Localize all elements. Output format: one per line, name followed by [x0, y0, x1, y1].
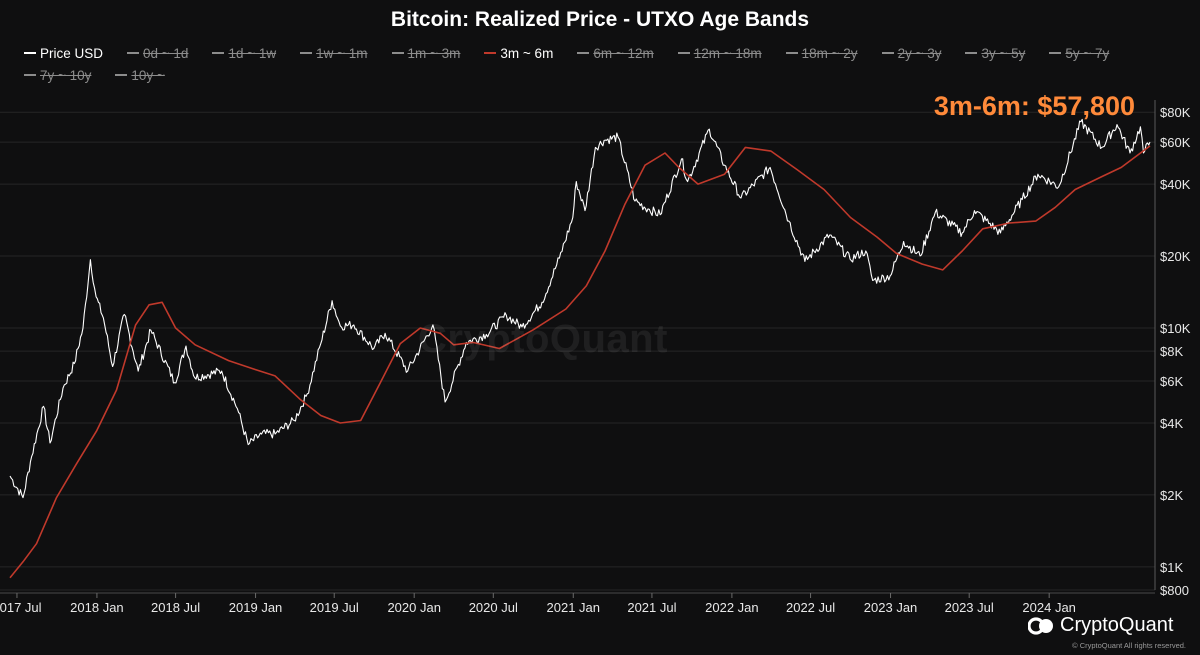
legend-label: 1m ~ 3m	[407, 45, 461, 61]
legend-item[interactable]: 1d ~ 1w	[212, 44, 276, 62]
series-layer	[9, 118, 1151, 579]
x-tick-label: 2023 Jul	[945, 600, 994, 615]
x-tick-label: 2023 Jan	[864, 600, 918, 615]
legend-swatch	[391, 52, 404, 54]
legend-item[interactable]: 12m ~ 18m	[677, 44, 762, 62]
grid-layer	[0, 111, 1155, 591]
legend-swatch	[115, 74, 128, 76]
legend-label: 2y ~ 3y	[897, 45, 942, 61]
x-tick-label: 2019 Jul	[310, 600, 359, 615]
x-tick-label: 2022 Jan	[705, 600, 759, 615]
band-3m-6m-line	[9, 145, 1151, 579]
x-tick-label: 2021 Jan	[547, 600, 601, 615]
legend-label: 10y ~	[131, 67, 165, 83]
x-tick-label: 2024 Jan	[1022, 600, 1076, 615]
legend-item[interactable]: Price USD	[24, 44, 103, 62]
y-tick-label: $60K	[1160, 135, 1191, 150]
x-tick-label: 2017 Jul	[0, 600, 42, 615]
value-annotation: 3m-6m: $57,800	[934, 91, 1135, 121]
y-tick-label: $8K	[1160, 344, 1183, 359]
legend-item[interactable]: 7y ~ 10y	[24, 66, 91, 84]
x-tick-label: 2020 Jul	[469, 600, 518, 615]
legend-label: 1w ~ 1m	[316, 45, 368, 61]
legend-item[interactable]: 10y ~	[115, 66, 165, 84]
legend-swatch	[577, 52, 590, 54]
legend-swatch	[965, 52, 978, 54]
legend-item[interactable]: 3y ~ 5y	[965, 44, 1025, 62]
legend-item[interactable]: 3m ~ 6m	[484, 44, 553, 62]
legend-label: 3y ~ 5y	[981, 45, 1026, 61]
x-tick-label: 2018 Jan	[70, 600, 124, 615]
legend-swatch	[881, 52, 894, 54]
y-tick-label: $6K	[1160, 374, 1183, 389]
y-tick-label: $2K	[1160, 488, 1183, 503]
legend-label: 6m ~ 12m	[593, 45, 654, 61]
legend-swatch	[677, 52, 690, 54]
brand-logo[interactable]: CryptoQuant	[1028, 614, 1173, 637]
axis-layer: $800 $1K $2K $4K $6K $8K $10K $20K $40K $60K $80K 2…	[0, 100, 1191, 615]
legend-label: 1d ~ 1w	[228, 45, 277, 61]
watermark: CryptoQuant	[418, 317, 668, 361]
cryptoquant-logo-icon	[1028, 616, 1053, 635]
x-tick-label: 2019 Jan	[229, 600, 283, 615]
y-tick-label: $1K	[1160, 560, 1183, 575]
chart-title: Bitcoin: Realized Price - UTXO Age Bands	[390, 8, 810, 31]
legend-swatch	[24, 52, 36, 54]
legend-swatch	[1049, 52, 1062, 54]
y-tick-label: $20K	[1160, 249, 1191, 264]
legend-item[interactable]: 1m ~ 3m	[391, 44, 461, 62]
y-tick-label: $10K	[1160, 321, 1191, 336]
legend-label: Price USD	[40, 45, 104, 61]
legend-label: 12m ~ 18m	[693, 45, 762, 61]
legend-item[interactable]: 2y ~ 3y	[881, 44, 942, 62]
legend-swatch	[212, 52, 225, 54]
x-tick-label: 2018 Jul	[151, 600, 200, 615]
legend-label: 0d ~ 1d	[143, 45, 189, 61]
legend-swatch	[785, 52, 798, 54]
legend-label: 3m ~ 6m	[500, 45, 554, 61]
x-tick-label: 2021 Jul	[627, 600, 676, 615]
x-tick-label: 2020 Jan	[387, 600, 441, 615]
legend-swatch	[300, 52, 313, 54]
y-tick-label: $800	[1160, 583, 1189, 598]
y-tick-label: $80K	[1160, 105, 1191, 120]
legend-swatch	[24, 74, 36, 76]
legend-item[interactable]: 1w ~ 1m	[300, 44, 368, 62]
price-usd-line	[9, 118, 1151, 499]
legend-item[interactable]: 6m ~ 12m	[577, 44, 654, 62]
legend-swatch	[127, 52, 140, 54]
y-tick-label: $40K	[1160, 177, 1191, 192]
legend-item[interactable]: 18m ~ 2y	[785, 44, 858, 62]
x-tick-label: 2022 Jul	[786, 600, 835, 615]
legend-item[interactable]: 5y ~ 7y	[1049, 44, 1109, 62]
copyright-text: © CryptoQuant All rights reserved.	[1072, 641, 1186, 650]
legend-label: 7y ~ 10y	[40, 67, 92, 83]
legend-label: 18m ~ 2y	[801, 45, 858, 61]
y-tick-label: $4K	[1160, 416, 1183, 431]
logo-text: CryptoQuant	[1060, 614, 1174, 636]
legend-item[interactable]: 0d ~ 1d	[127, 44, 188, 62]
chart-legend: Price USD 0d ~ 1d 1d ~ 1w 1w ~ 1m 1m ~ 3m 3m …	[24, 44, 1184, 84]
legend-label: 5y ~ 7y	[1065, 45, 1110, 61]
legend-swatch	[484, 52, 497, 54]
